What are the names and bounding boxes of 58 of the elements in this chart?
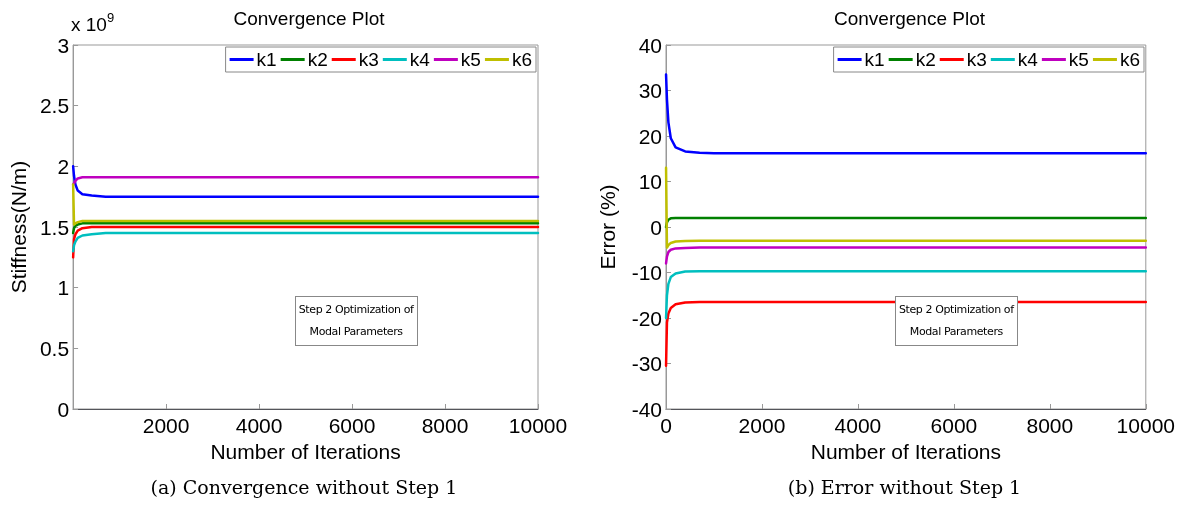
- x-tick-label: 6000: [328, 414, 376, 437]
- y-tick-label: 20: [638, 124, 662, 148]
- x-axis-title: Number of Iterations: [210, 439, 401, 463]
- y-tick-label: 40: [638, 33, 662, 57]
- y-tick-label: -20: [631, 306, 662, 330]
- line-series: [71, 222, 540, 235]
- line-series: [664, 246, 1148, 265]
- line-series: [664, 73, 1148, 155]
- x-tick-label: 2000: [142, 414, 190, 437]
- legend-label: k1: [256, 49, 277, 70]
- legend-label: k2: [915, 49, 936, 70]
- chart-title: Convergence Plot: [233, 8, 386, 29]
- x-tick-label: 8000: [421, 414, 469, 437]
- y-tick-label: 30: [638, 79, 662, 102]
- legend-label: k4: [1017, 49, 1039, 70]
- line-series: [664, 166, 1148, 249]
- y-axis-title: Stiffness(N/m): [7, 160, 30, 294]
- y-tick-label: 1: [57, 276, 70, 300]
- legend-label: k6: [511, 49, 533, 70]
- y-tick-label: 0: [650, 215, 662, 239]
- y-tick-label: 3: [57, 33, 70, 57]
- y-tick-label: 0: [57, 397, 70, 421]
- x-tick-label: 4000: [834, 414, 882, 437]
- x-tick-label: 10000: [1116, 414, 1176, 437]
- line-series: [71, 231, 540, 253]
- legend-label: k2: [307, 49, 328, 70]
- line-series: [71, 176, 540, 186]
- y-axis-title: Error (%): [596, 184, 619, 270]
- line-series: [71, 165, 540, 198]
- x-tick-label: 10000: [508, 414, 568, 437]
- legend-label: k4: [409, 49, 431, 70]
- text-box: Step 2 Optimization of Modal Parameters: [894, 296, 1018, 346]
- text-box: Step 2 Optimization of Modal Parameters: [294, 296, 418, 346]
- x-tick-label: 8000: [1026, 414, 1074, 437]
- y-tick-label: 2.5: [39, 94, 70, 118]
- chart-title: Convergence Plot: [833, 8, 986, 29]
- x-tick-label: 2000: [738, 414, 786, 437]
- y-tick-label: 10: [638, 170, 662, 193]
- text: (b) Error without Step 1: [787, 476, 1022, 498]
- line-series: [664, 269, 1148, 320]
- legend-label: k1: [864, 49, 885, 70]
- y-tick-label: -10: [631, 261, 662, 284]
- legend-label: k6: [1119, 49, 1141, 70]
- y-tick-label: 1.5: [39, 215, 70, 239]
- legend-label: k5: [1068, 49, 1089, 70]
- y-tick-label: 0.5: [39, 336, 70, 360]
- legend-label: k5: [460, 49, 481, 70]
- x-axis-title: Number of Iterations: [810, 439, 1002, 463]
- y-tick-label: -40: [631, 397, 662, 421]
- legend-label: k3: [966, 49, 987, 70]
- x-tick-label: 6000: [930, 414, 978, 437]
- legend-label: k3: [358, 49, 379, 70]
- text: (a) Convergence without Step 1: [150, 476, 458, 498]
- y-tick-label: -30: [631, 352, 662, 375]
- line-series: [71, 183, 540, 226]
- y-tick-label: 2: [57, 154, 70, 178]
- x-tick-label: 4000: [235, 414, 283, 437]
- line-series: [71, 225, 540, 259]
